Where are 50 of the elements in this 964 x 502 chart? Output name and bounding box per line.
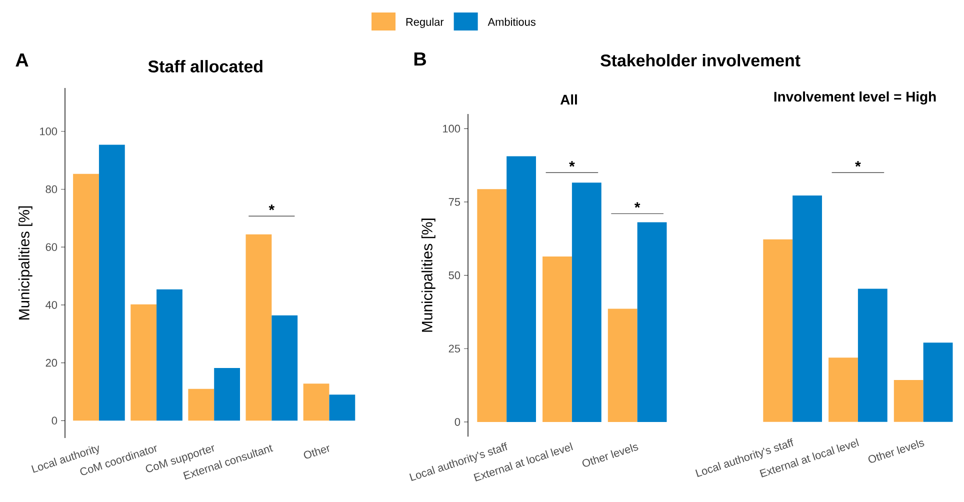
legend-label: Regular <box>406 18 444 28</box>
bar <box>894 380 924 422</box>
y-tick-label: 100 <box>40 128 58 136</box>
bar <box>156 289 182 421</box>
y-tick-label: 60 <box>46 243 58 251</box>
chart-subtitle: All <box>560 94 577 104</box>
bar <box>188 388 214 421</box>
bar <box>272 315 298 421</box>
legend-label: Ambitious <box>488 18 536 26</box>
text: B <box>414 52 426 66</box>
bar <box>303 384 330 421</box>
y-axis-title: Municipalities [%] <box>18 206 32 320</box>
bar <box>572 182 602 422</box>
annotation: * <box>268 204 275 210</box>
y-tick-label: 75 <box>448 198 460 206</box>
y-tick-label: 25 <box>448 344 460 352</box>
bar <box>923 342 953 422</box>
text: A <box>16 53 28 66</box>
bar <box>828 358 858 422</box>
bar <box>608 308 638 422</box>
chart-title: Involvement level = High <box>774 91 936 104</box>
x-tick-label: Other <box>304 446 330 459</box>
y-tick-label: 40 <box>46 301 58 309</box>
bar <box>542 256 572 422</box>
y-tick-label: 0 <box>52 416 58 425</box>
y-tick-label: 0 <box>454 418 460 426</box>
bar <box>329 394 356 421</box>
bar <box>98 144 125 421</box>
y-tick-label: 100 <box>443 124 460 133</box>
bar <box>130 304 157 421</box>
bar <box>858 288 888 422</box>
chart-title: Staff allocated <box>148 60 262 72</box>
bar <box>637 222 667 422</box>
bar <box>506 156 536 422</box>
bar <box>246 234 272 421</box>
bar <box>792 195 822 422</box>
chart-title: Stakeholder involvement <box>600 54 800 66</box>
text: * <box>855 161 861 167</box>
bar <box>214 368 240 421</box>
x-tick-label: Other levels <box>868 440 924 463</box>
annotation: * <box>634 202 640 208</box>
x-tick-label: Other levels <box>582 444 638 467</box>
annotation: * <box>569 161 575 167</box>
bar <box>477 189 507 422</box>
y-tick-label: 50 <box>448 271 460 280</box>
bar <box>763 239 793 422</box>
y-axis-title: Municipalities [%] <box>421 218 436 332</box>
y-tick-label: 20 <box>46 358 58 367</box>
bar <box>73 174 99 421</box>
y-tick-label: 80 <box>46 185 58 194</box>
